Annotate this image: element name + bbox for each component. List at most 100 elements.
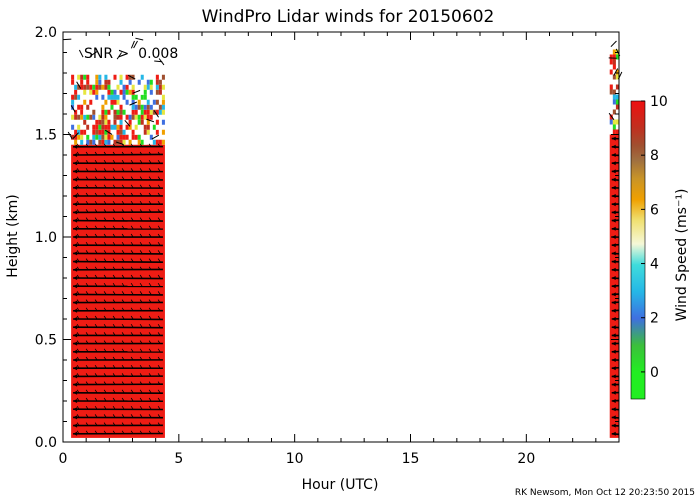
wind-cell <box>110 74 114 80</box>
wind-cell <box>110 104 114 110</box>
wind-cell <box>104 139 108 145</box>
wind-cell <box>122 94 126 100</box>
wind-barb-head <box>611 374 616 379</box>
wind-cell <box>119 89 123 95</box>
wind-barb-tick <box>130 274 134 279</box>
wind-cell <box>74 114 78 120</box>
wind-cell <box>98 104 102 110</box>
wind-barb-head <box>73 358 78 362</box>
y-tick-label: 0.5 <box>35 333 57 349</box>
wind-barb-head <box>611 390 616 395</box>
wind-barb-head <box>611 325 616 330</box>
wind-barb-tick <box>112 299 116 303</box>
wind-barb-tick <box>112 373 116 377</box>
wind-barb-tick <box>94 151 98 156</box>
wind-cell <box>107 84 111 90</box>
wind-barb-tick <box>148 225 152 230</box>
wind-barb-head <box>73 226 78 231</box>
wind-cell <box>83 119 87 125</box>
wind-cell <box>161 109 165 115</box>
wind-barb-tick <box>76 397 80 402</box>
wind-barb-tick <box>130 250 134 254</box>
wind-barb-tick <box>139 250 143 254</box>
wind-cell <box>107 99 111 105</box>
wind-barb-tick <box>148 266 152 271</box>
wind-cell <box>615 129 619 135</box>
wind-barb-tick <box>139 233 143 238</box>
wind-cell <box>107 119 111 125</box>
x-tick-label: 20 <box>517 451 535 467</box>
wind-cell <box>113 124 117 130</box>
wind-barb-tick <box>112 250 116 254</box>
wind-cell <box>89 124 93 130</box>
wind-barb-tick <box>148 373 152 377</box>
wind-cell <box>113 109 117 115</box>
wind-barb-head <box>611 267 616 272</box>
wind-cell <box>122 84 126 90</box>
wind-cell <box>152 129 156 135</box>
wind-barb-tick <box>103 430 107 435</box>
wind-barb-head <box>73 423 78 428</box>
wind-barb-tick <box>103 356 107 361</box>
wind-cell <box>92 84 96 90</box>
wind-barb-tick <box>103 176 107 180</box>
colorbar <box>631 101 645 399</box>
y-tick-label: 1.0 <box>35 230 57 246</box>
wind-barb-tick <box>121 389 125 394</box>
wind-cell <box>125 84 129 90</box>
wind-cell <box>161 99 165 105</box>
wind-barb-tick <box>121 241 125 246</box>
wind-barb-tick <box>112 340 116 344</box>
wind-barb-tick <box>103 225 107 230</box>
wind-cell <box>83 109 87 115</box>
wind-cell <box>119 79 123 85</box>
colorbar-tick-label: 8 <box>650 148 659 164</box>
wind-cell <box>140 139 144 145</box>
wind-barb-head <box>611 366 616 371</box>
wind-barb-tick <box>112 291 116 295</box>
wind-barb-tick <box>112 176 116 180</box>
plot-content <box>63 37 623 438</box>
wind-cell <box>107 124 111 130</box>
wind-cell <box>609 119 613 125</box>
wind-barb-head <box>611 317 616 321</box>
wind-cell <box>146 119 150 125</box>
wind-cell <box>119 134 123 140</box>
wind-barb-tick <box>94 340 98 344</box>
wind-cell <box>98 74 102 80</box>
wind-barb-tick <box>121 217 125 221</box>
wind-cell <box>116 114 120 120</box>
wind-barb-tick <box>85 282 89 287</box>
wind-cell <box>615 69 619 75</box>
wind-cell <box>158 109 162 115</box>
wind-cell <box>615 104 619 110</box>
wind-cell <box>143 134 147 140</box>
wind-cell <box>131 129 135 135</box>
wind-cell <box>107 139 111 145</box>
wind-cell <box>77 104 81 110</box>
wind-barb-sparse <box>158 58 165 66</box>
wind-barb-tick <box>85 151 89 156</box>
wind-barb-head <box>611 407 616 412</box>
wind-cell <box>128 79 132 85</box>
wind-cell <box>137 79 141 85</box>
wind-barb-tick <box>76 233 80 238</box>
wind-barb-head <box>73 251 78 256</box>
wind-barb-tick <box>130 291 134 295</box>
wind-barb-tick <box>85 192 89 197</box>
wind-barb-tick <box>121 364 125 369</box>
wind-barb-tick <box>139 200 143 205</box>
wind-cell <box>122 109 126 115</box>
wind-cell <box>149 134 153 140</box>
wind-cell <box>134 109 138 115</box>
wind-barb-head <box>611 415 616 420</box>
wind-barb-tick <box>148 250 152 254</box>
wind-barb-tick <box>94 356 98 361</box>
wind-cell <box>155 124 159 130</box>
wind-barb-tick <box>103 307 107 312</box>
wind-barb-tick <box>112 282 116 287</box>
wind-barb-tick <box>139 364 143 369</box>
wind-barb-tick <box>94 405 98 410</box>
wind-barb-tick <box>112 143 116 148</box>
wind-cell <box>137 99 141 105</box>
